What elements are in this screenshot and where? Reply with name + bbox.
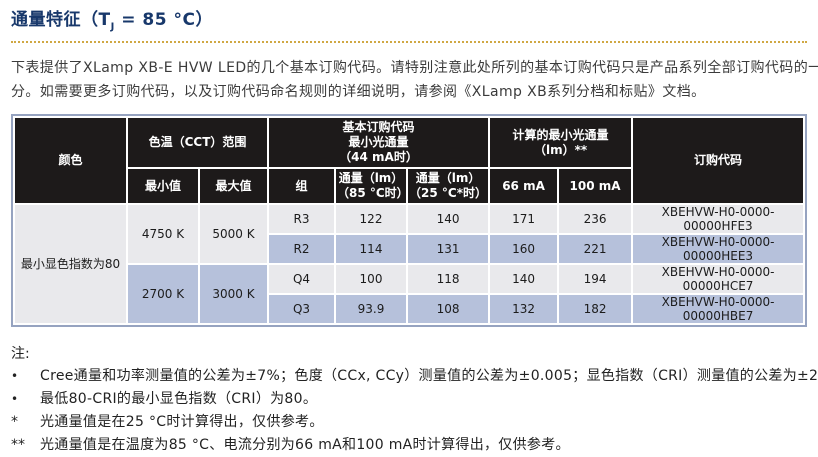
header-cct-max: 最大值 [200, 169, 267, 204]
cell-flux-85c: 93.9 [336, 295, 406, 324]
header-current-100ma: 100 mA [559, 169, 632, 204]
section-title-suffix: = 85 °C） [114, 10, 213, 30]
section-title-subscript: J [110, 21, 115, 33]
cell-flux-25c: 140 [408, 205, 489, 234]
header-flux-25c: 通量（lm） （25 °C*时） [408, 169, 489, 204]
header-color: 颜色 [15, 118, 126, 204]
header-flux-85c-line1: 通量（lm） [338, 171, 404, 186]
header-flux-85c-line2: （85 °C时） [337, 186, 409, 201]
note-text: 光通量值是在25 °C时计算得出，仅供参考。 [40, 414, 324, 431]
cell-flux-100ma: 221 [559, 235, 632, 264]
cell-flux-66ma: 140 [490, 265, 558, 294]
note-text: 最低80-CRI的最小显色指数（CRI）为80。 [40, 391, 318, 408]
cell-flux-85c: 122 [336, 205, 406, 234]
header-current-66ma: 66 mA [490, 169, 558, 204]
cell-flux-25c: 108 [408, 295, 489, 324]
cell-flux-66ma: 160 [490, 235, 558, 264]
cell-group: Q4 [269, 265, 334, 294]
table-row: Q3 93.9 108 132 182 XBEHVW-H0-0000-00000… [15, 295, 804, 324]
header-cct-range: 色温（CCT）范围 [128, 118, 267, 168]
cell-flux-85c: 114 [336, 235, 406, 264]
note-item: * 光通量值是在25 °C时计算得出，仅供参考。 [11, 411, 811, 434]
header-calculated-flux-line2: （lm）** [533, 142, 588, 157]
cell-flux-66ma: 171 [490, 205, 558, 234]
header-calculated-flux: 计算的最小光通量 （lm）** [490, 118, 632, 168]
header-flux-25c-line1: 通量（lm） [415, 171, 481, 186]
note-item: ** 光通量值是在温度为85 °C、电流分别为66 mA和100 mA时计算得出… [11, 434, 811, 457]
section-title-prefix: 通量特征（T [11, 10, 111, 30]
note-item: • Cree通量和功率测量值的公差为±7%；色度（CCx, CCy）测量值的公差… [11, 365, 818, 388]
table-row: R2 114 131 160 221 XBEHVW-H0-0000-00000H… [15, 235, 804, 264]
cell-order-code: XBEHVW-H0-0000-00000HEE3 [633, 235, 804, 264]
cell-flux-100ma: 194 [559, 265, 632, 294]
notes-label: 注: [11, 346, 30, 363]
note-bullet: • [11, 392, 19, 407]
cell-order-code: XBEHVW-H0-0000-00000HFE3 [633, 205, 804, 234]
header-base-order-flux-line2: 最小光通量 [348, 135, 409, 150]
header-flux-25c-line2: （25 °C*时） [409, 186, 487, 201]
cell-flux-66ma: 132 [490, 295, 558, 324]
cell-cct-min: 4750 K [128, 205, 198, 264]
header-base-order-flux-line1: 基本订购代码 [342, 120, 415, 135]
cell-order-code: XBEHVW-H0-0000-00000HBE7 [633, 295, 804, 324]
header-calculated-flux-line1: 计算的最小光通量 [512, 127, 609, 142]
intro-line: 分。如需要更多订购代码，以及订购代码命名规则的详细说明，请参阅《XLamp XB… [11, 84, 706, 101]
header-group: 组 [269, 169, 334, 204]
note-text: 光通量值是在温度为85 °C、电流分别为66 mA和100 mA时计算得出，仅供… [40, 437, 570, 454]
header-base-order-flux-line3: （44 mA时） [339, 150, 418, 165]
cell-flux-25c: 131 [408, 235, 489, 264]
cell-flux-100ma: 236 [559, 205, 632, 234]
cell-group: R2 [269, 235, 334, 264]
section-title: 通量特征（TJ = 85 °C） [11, 9, 807, 38]
cell-cct-max: 5000 K [200, 205, 267, 264]
note-double-asterisk: ** [11, 437, 25, 454]
note-text: Cree通量和功率测量值的公差为±7%；色度（CCx, CCy）测量值的公差为±… [40, 368, 818, 385]
header-base-order-flux: 基本订购代码 最小光通量 （44 mA时） [269, 118, 489, 168]
cell-flux-85c: 100 [336, 265, 406, 294]
table-row: 最小显色指数为80 4750 K 5000 K R3 122 140 171 2… [15, 205, 804, 324]
cell-group: R3 [269, 205, 334, 234]
notes-section: 注: • Cree通量和功率测量值的公差为±7%；色度（CCx, CCy）测量值… [11, 343, 818, 457]
cell-cct-max: 3000 K [200, 265, 267, 324]
header-cct-min: 最小值 [128, 169, 198, 204]
note-item: • 最低80-CRI的最小显色指数（CRI）为80。 [11, 388, 811, 411]
cell-group: Q3 [269, 295, 334, 324]
header-order-code: 订购代码 [633, 118, 804, 204]
note-bullet: • [11, 369, 19, 384]
gold-dotted-rule [11, 41, 807, 44]
flux-characteristics-table: 颜色 色温（CCT）范围 基本订购代码 最小光通量 （44 mA时） 计算的最小… [11, 114, 808, 328]
cell-flux-100ma: 182 [559, 295, 632, 324]
intro-line: 下表提供了XLamp XB-E HVW LED的几个基本订购代码。请特别注意此处… [11, 60, 818, 77]
table-row: 2700 K 3000 K Q4 100 118 140 194 XBEHVW-… [15, 265, 804, 324]
cell-color-label: 最小显色指数为80 [15, 205, 126, 324]
cell-flux-25c: 118 [408, 265, 489, 294]
header-flux-85c: 通量（lm） （85 °C时） [336, 169, 409, 204]
note-asterisk: * [11, 414, 18, 431]
cell-cct-min: 2700 K [128, 265, 198, 324]
cell-order-code: XBEHVW-H0-0000-00000HCE7 [633, 265, 804, 294]
intro-paragraph: 下表提供了XLamp XB-E HVW LED的几个基本订购代码。请特别注意此处… [11, 56, 818, 104]
